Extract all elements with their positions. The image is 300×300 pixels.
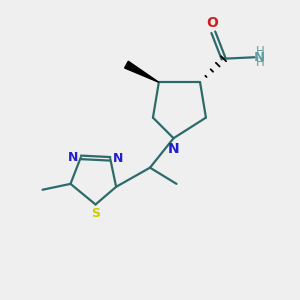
Text: H: H: [256, 45, 265, 58]
Text: S: S: [91, 207, 100, 220]
Text: N: N: [112, 152, 123, 165]
Text: N: N: [168, 142, 179, 156]
Text: N: N: [254, 51, 265, 64]
Text: H: H: [256, 56, 265, 69]
Polygon shape: [124, 61, 159, 82]
Text: O: O: [206, 16, 218, 30]
Text: N: N: [68, 151, 78, 164]
